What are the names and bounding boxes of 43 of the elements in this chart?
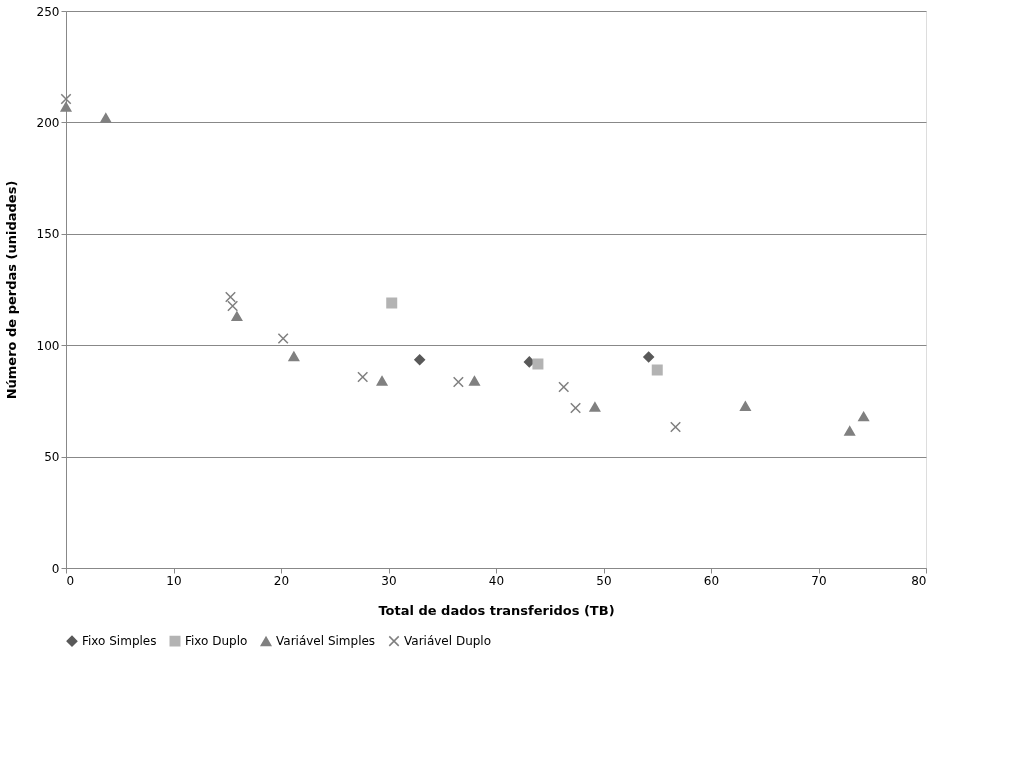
point [60,101,72,112]
point [386,297,398,309]
x-tick-label: 60 [703,573,720,588]
x-axis-title: Total de dados transferidos (TB) [378,602,615,618]
point [414,354,426,366]
legend-label: Fixo Simples [82,634,157,649]
point [452,376,464,388]
y-tick-label: 200 [36,115,60,130]
point [357,371,369,383]
y-tick-label: 50 [44,450,60,465]
point [277,333,289,345]
point [376,375,388,386]
point [858,411,870,422]
y-tick-label: 250 [36,4,60,19]
y-tick-label: 100 [36,338,60,353]
point [651,364,663,376]
x-tick-label: 70 [811,573,827,588]
point [469,375,480,386]
point [844,426,856,436]
x-tick-label: 10 [166,573,182,588]
legend-label: Variável Simples [276,634,376,649]
point [532,358,544,370]
point [739,401,751,411]
point [60,93,72,105]
point [589,402,601,412]
legend-label: Fixo Duplo [185,634,248,649]
x-tick-label: 80 [911,573,927,588]
y-tick-label: 150 [36,227,60,242]
x-tick-label: 20 [273,573,290,588]
point [558,381,570,393]
legend-label: Variável Duplo [404,634,492,649]
x-tick-label: 50 [596,573,612,588]
point [670,421,682,433]
point [643,351,655,363]
x-tick-label: 40 [488,573,505,588]
x-tick-label: 0 [66,573,75,588]
x-tick-label: 30 [381,573,397,588]
y-tick-label: 0 [51,561,60,576]
point [231,311,243,322]
point [570,402,582,414]
point [288,351,300,362]
point [100,113,112,123]
y-axis-title: Número de perdas (unidades) [3,180,19,400]
